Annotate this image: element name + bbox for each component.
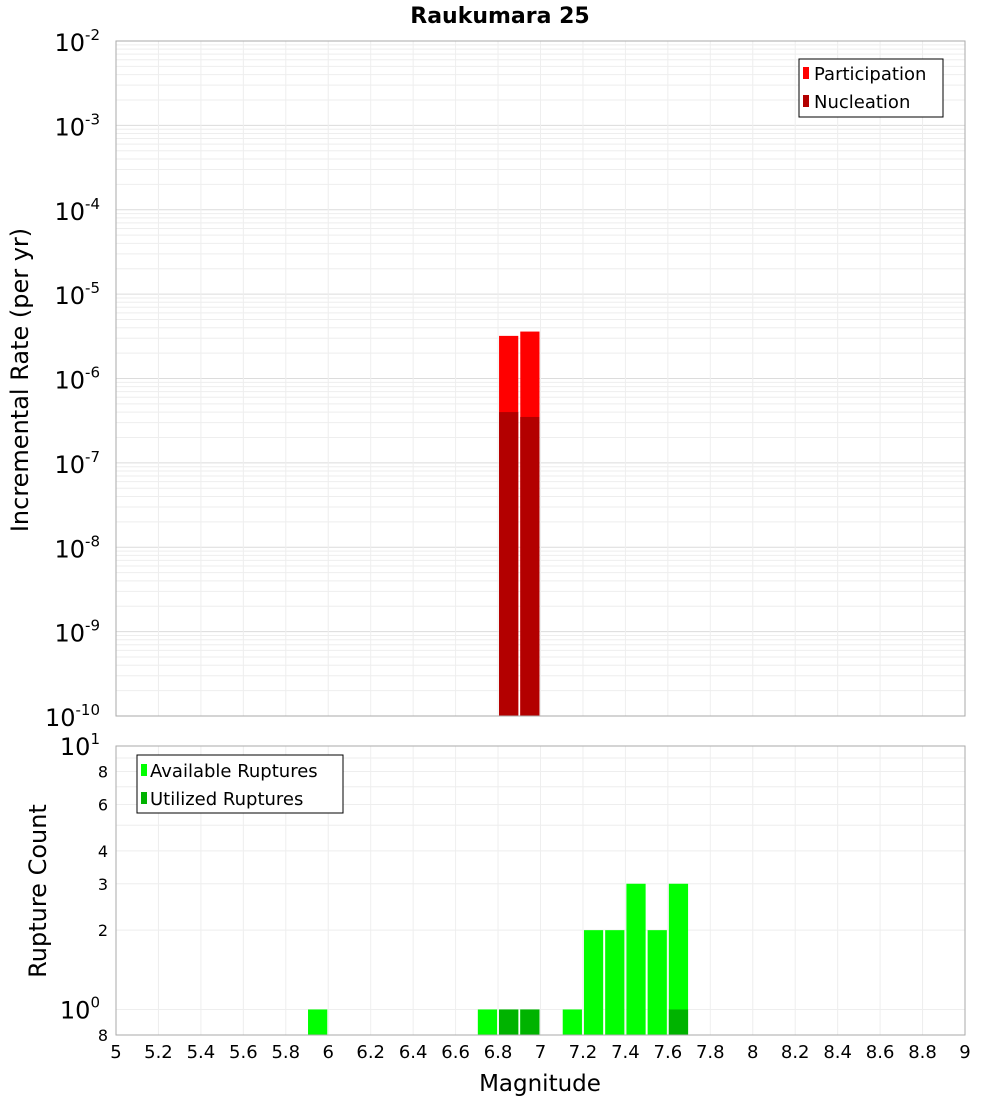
rupture-count-y-axis-label: Rupture Count: [24, 804, 52, 978]
rupture-count-panel: 101 8 6 4 3 2 100 8 5 5.2 5.4 5.6 5.8 6 6.2 6.4 6.6 6.8 7…: [24, 730, 971, 1097]
available-ruptures-bar: [583, 930, 604, 1035]
x-tick-label: 7.8: [696, 1042, 725, 1063]
rate-bars: [499, 331, 540, 716]
y-tick-label: 10-10: [45, 701, 100, 732]
rate-plot-grid: [115, 41, 966, 717]
rate-plot-frame: [115, 40, 966, 717]
y-tick-label: 8: [98, 1026, 108, 1045]
x-tick-label: 5.8: [271, 1042, 300, 1063]
utilized-ruptures-bar: [668, 1009, 689, 1035]
x-tick-label: 7.6: [654, 1042, 683, 1063]
y-tick-label: 6: [98, 795, 108, 814]
y-tick-label: 100: [60, 993, 100, 1024]
x-tick-label: 7: [535, 1042, 546, 1063]
x-tick-label: 6.8: [484, 1042, 513, 1063]
y-tick-label: 10-9: [54, 617, 100, 648]
utilized-ruptures-bar: [499, 1009, 519, 1035]
legend-label-available-ruptures: Available Ruptures: [150, 761, 318, 782]
legend-label-participation: Participation: [814, 64, 926, 85]
rupture-count-legend: Available Ruptures Utilized Ruptures: [136, 754, 344, 814]
x-tick-label: 7.2: [569, 1042, 598, 1063]
x-tick-label: 8.8: [908, 1042, 937, 1063]
rupture-count-bars: [308, 883, 689, 1035]
x-tick-label: 8.2: [781, 1042, 810, 1063]
legend-box: [136, 754, 344, 814]
y-tick-label: 8: [98, 763, 108, 782]
legend-swatch-participation: [803, 67, 809, 79]
magnitude-x-axis-label: Magnitude: [479, 1071, 601, 1097]
legend-swatch-available-ruptures: [141, 764, 147, 776]
y-tick-label: 10-8: [54, 532, 100, 563]
y-tick-label: 3: [98, 875, 108, 894]
utilized-ruptures-bar: [520, 1009, 540, 1035]
y-tick-label: 2: [98, 921, 108, 940]
available-ruptures-bar: [477, 1009, 498, 1035]
x-tick-label: 6.2: [356, 1042, 385, 1063]
rupture-count-plot-frame: [115, 745, 966, 1036]
available-ruptures-bar: [668, 883, 689, 1035]
x-tick-label: 6: [323, 1042, 334, 1063]
legend-swatch-utilized-ruptures: [141, 792, 147, 804]
x-tick-label: 8: [747, 1042, 758, 1063]
rate-legend: Participation Nucleation: [798, 58, 944, 118]
legend-box: [798, 58, 944, 118]
chart-title: Raukumara 25: [410, 4, 589, 29]
x-tick-label: 5: [110, 1042, 121, 1063]
magnitude-x-ticks: 5 5.2 5.4 5.6 5.8 6 6.2 6.4 6.6 6.8 7 7.2 7.4 7.6 7.8 8…: [110, 1042, 970, 1063]
x-tick-label: 9: [959, 1042, 970, 1063]
rate-y-ticks: 10-2 10-3 10-4 10-5 10-6 10-7 10-8 10-9 10-10: [45, 26, 100, 732]
available-ruptures-bar: [626, 883, 646, 1035]
y-tick-label: 10-5: [54, 279, 100, 310]
available-ruptures-bar: [308, 1009, 328, 1035]
x-tick-label: 5.6: [229, 1042, 258, 1063]
rate-y-axis-label: Incremental Rate (per yr): [6, 228, 34, 532]
legend-swatch-nucleation: [803, 95, 809, 107]
available-ruptures-bar: [647, 930, 667, 1035]
legend-label-utilized-ruptures: Utilized Ruptures: [150, 789, 303, 810]
x-tick-label: 5.2: [144, 1042, 173, 1063]
legend-label-nucleation: Nucleation: [814, 92, 910, 113]
x-tick-label: 6.4: [399, 1042, 428, 1063]
y-tick-label: 4: [98, 842, 108, 861]
x-tick-label: 5.4: [187, 1042, 216, 1063]
rate-plot-panel: 10-2 10-3 10-4 10-5 10-6 10-7 10-8 10-9 10-10 In…: [6, 26, 966, 732]
available-ruptures-bar: [562, 1009, 582, 1035]
available-ruptures-bar: [605, 930, 625, 1035]
x-tick-label: 6.6: [441, 1042, 470, 1063]
y-tick-label: 10-3: [54, 110, 100, 141]
y-tick-label: 101: [60, 730, 100, 761]
rupture-count-y-ticks: 101 8 6 4 3 2 100 8: [60, 730, 108, 1045]
x-tick-label: 7.4: [611, 1042, 640, 1063]
y-tick-label: 10-7: [54, 448, 100, 479]
y-tick-label: 10-2: [54, 26, 100, 57]
nucleation-bar: [520, 416, 540, 716]
nucleation-bar: [499, 412, 519, 716]
x-tick-label: 8.4: [823, 1042, 852, 1063]
x-tick-label: 8.6: [866, 1042, 895, 1063]
y-tick-label: 10-4: [54, 195, 100, 226]
y-tick-label: 10-6: [54, 364, 100, 395]
